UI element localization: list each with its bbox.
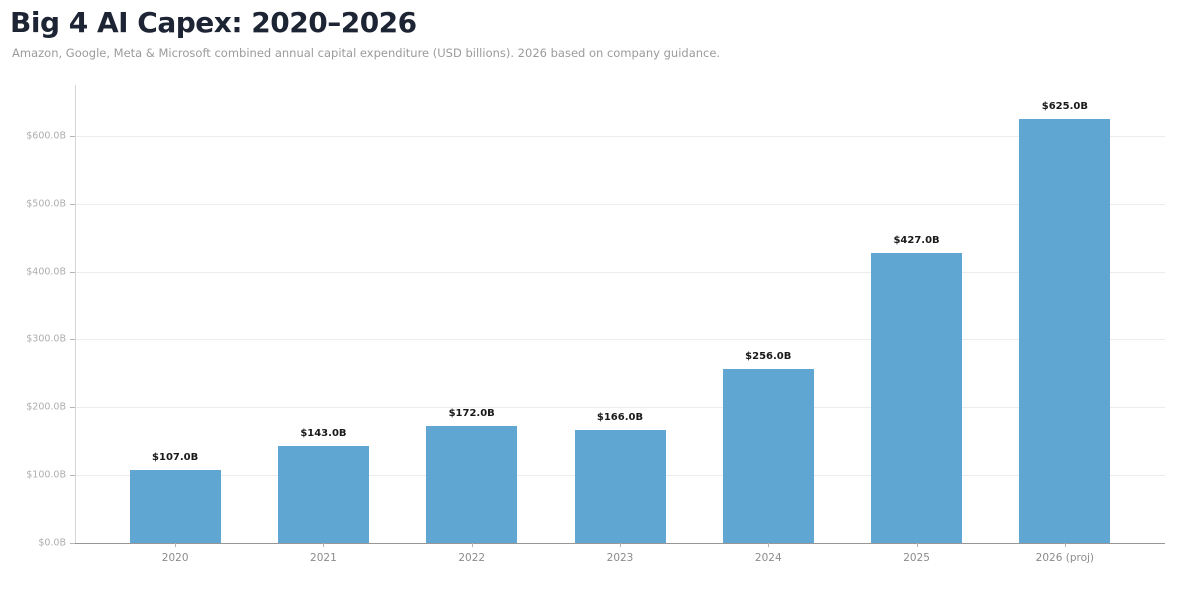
y-axis-tick <box>70 135 75 137</box>
y-axis-tick-label: $0.0B <box>38 537 66 549</box>
bar-value-label: $172.0B <box>448 408 495 420</box>
bar-2023 <box>574 430 666 543</box>
x-axis-tick-label: 2023 <box>606 552 634 564</box>
bar-2022 <box>426 426 518 543</box>
bar-2020 <box>129 470 221 543</box>
y-axis-tick-label: $300.0B <box>26 333 66 345</box>
x-axis-tick <box>768 543 770 547</box>
x-axis-tick-label: 2024 <box>754 552 782 564</box>
bar-2021 <box>277 445 369 543</box>
x-axis-tick <box>175 543 177 547</box>
y-axis-line <box>75 85 76 543</box>
x-axis-line <box>74 543 1165 544</box>
gridline <box>76 271 1165 273</box>
y-axis-tick <box>70 475 75 477</box>
plot-area: $0.0B $100.0B $200.0B $300.0B $400.0B $500.0B… <box>26 85 1165 564</box>
y-axis-tick <box>70 543 75 544</box>
y-axis-tick <box>70 203 75 205</box>
bar-value-label: $427.0B <box>893 235 940 247</box>
x-axis-tick-label: 2025 <box>903 552 930 564</box>
y-axis-tick-label: $500.0B <box>26 198 66 210</box>
y-axis-tick <box>70 271 75 273</box>
y-axis-tick-label: $600.0B <box>26 130 66 142</box>
x-axis-tick-label: 2021 <box>310 552 337 564</box>
page-title: Big 4 AI Capex: 2020–2026 <box>10 6 417 39</box>
x-axis-tick <box>620 543 621 547</box>
gridline <box>76 135 1165 137</box>
bar-2024 <box>722 369 814 543</box>
y-axis-tick-label: $200.0B <box>26 401 66 413</box>
y-axis-tick <box>70 339 75 341</box>
x-axis-tick <box>1064 543 1066 547</box>
gridline <box>76 339 1165 341</box>
y-axis-tick-label: $100.0B <box>26 469 66 481</box>
x-axis-tick <box>323 543 325 547</box>
y-axis-tick-label: $400.0B <box>26 266 66 278</box>
gridline <box>76 203 1165 205</box>
x-axis-tick <box>471 543 473 547</box>
bar-value-label: $107.0B <box>152 452 199 464</box>
chart-subtitle: Amazon, Google, Meta & Microsoft combine… <box>12 46 721 60</box>
x-axis-tick <box>916 543 918 547</box>
bar-2025 <box>871 253 963 543</box>
bar-value-label: $166.0B <box>596 412 644 424</box>
bar-value-label: $256.0B <box>745 351 792 363</box>
x-axis-tick-label: 2020 <box>161 552 189 564</box>
gridline <box>76 407 1165 409</box>
bar-2026 (proj) <box>1019 118 1111 543</box>
x-axis-tick-label: 2026 (proj) <box>1035 552 1095 564</box>
bar-value-label: $625.0B <box>1041 100 1088 112</box>
x-axis-tick-label: 2022 <box>458 552 486 564</box>
y-axis-tick <box>70 407 75 409</box>
bar-value-label: $143.0B <box>300 427 347 439</box>
